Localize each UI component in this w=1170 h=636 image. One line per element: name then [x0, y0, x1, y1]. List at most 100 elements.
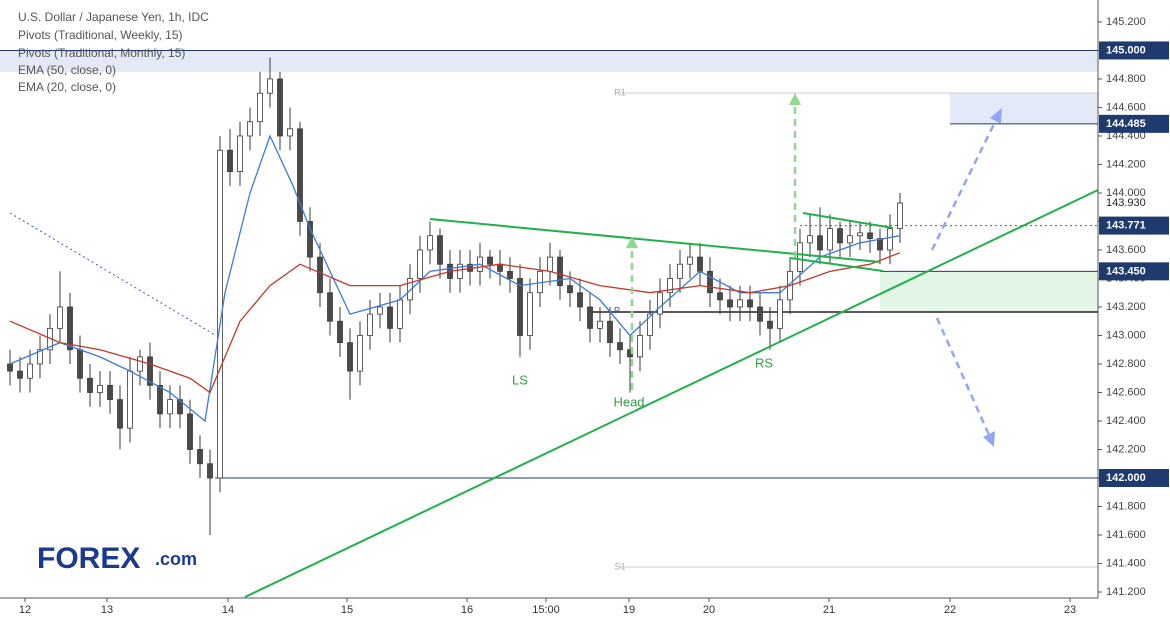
candle-body — [717, 292, 723, 301]
candle-body — [827, 228, 833, 251]
candle-body — [807, 235, 813, 244]
candle-body — [727, 299, 733, 308]
candle-body — [437, 235, 443, 265]
candle-body — [567, 285, 573, 294]
legend-item: EMA (50, close, 0) — [18, 63, 116, 77]
x-tick-label: 14 — [222, 604, 234, 616]
x-tick-label: 22 — [944, 604, 956, 616]
candle-body — [527, 292, 533, 336]
candle-body — [497, 263, 503, 272]
trendline — [244, 189, 1099, 598]
candle-body — [747, 299, 753, 308]
x-tick-label: 13 — [101, 604, 113, 616]
candle-body — [277, 78, 283, 137]
label-rs: RS — [755, 355, 773, 370]
level-box — [1099, 469, 1169, 488]
candle-body — [157, 384, 163, 415]
candle-body — [557, 256, 563, 287]
candle-body — [607, 320, 613, 344]
candle-body — [227, 149, 233, 172]
candle-body — [417, 249, 423, 279]
y-tick-label: 142.400 — [1106, 415, 1146, 427]
candle-body — [877, 238, 883, 251]
candle-body — [837, 228, 843, 244]
levels — [0, 49, 1098, 479]
candle-body — [767, 320, 773, 329]
candle-body — [887, 228, 893, 251]
level-label: 144.485 — [1106, 118, 1146, 130]
candle-body — [777, 299, 783, 329]
neckline — [429, 218, 881, 263]
candle-body — [257, 92, 263, 123]
emas — [9, 134, 901, 423]
legend-item: U.S. Dollar / Japanese Yen, 1h, IDC — [18, 10, 209, 24]
legend-item: Pivots (Traditional, Weekly, 15) — [18, 28, 183, 42]
y-tick-label: 144.800 — [1106, 73, 1146, 85]
measure-arrows — [626, 93, 801, 390]
candle-body — [817, 235, 823, 251]
x-tick-label: 23 — [1064, 604, 1076, 616]
y-tick-label: 141.800 — [1106, 500, 1146, 512]
candle-body — [117, 399, 123, 429]
candle-body — [287, 128, 293, 137]
candle-body — [587, 306, 593, 329]
x-tick-label: 20 — [703, 604, 715, 616]
candle-body — [407, 278, 413, 301]
candle-body — [647, 313, 653, 336]
x-tick-label: 16 — [461, 604, 473, 616]
y-tick-label: 144.400 — [1106, 130, 1146, 142]
candle-body — [657, 292, 663, 315]
y-tick-label: 145.200 — [1106, 16, 1146, 28]
arrow-head — [990, 108, 1002, 124]
candle-body — [687, 256, 693, 265]
y-tick-label: 144.200 — [1106, 158, 1146, 170]
candle-body — [697, 256, 703, 272]
level-label: 143.930 — [1106, 197, 1146, 209]
legend-item: Pivots (Traditional, Monthly, 15) — [18, 46, 185, 60]
y-tick-label: 144.600 — [1106, 101, 1146, 113]
y-tick-label: 143.600 — [1106, 244, 1146, 256]
candle-body — [637, 335, 643, 358]
candles — [7, 57, 903, 536]
y-tick-label: 142.200 — [1106, 443, 1146, 455]
candle-body — [127, 370, 133, 429]
candle-body — [87, 377, 93, 393]
logo-brand: FOREX — [37, 542, 140, 575]
flag-upper — [802, 212, 894, 229]
x-tick-label: 15:00 — [532, 604, 560, 616]
y-tick-label: 143.200 — [1106, 301, 1146, 313]
y-tick-label: 143.000 — [1106, 329, 1146, 341]
ema-line — [9, 134, 901, 423]
arrow-head — [626, 236, 638, 248]
level-label: 143.450 — [1106, 265, 1146, 277]
pattern-lines — [244, 189, 1099, 598]
x-tick-label: 19 — [623, 604, 635, 616]
candle-body — [137, 356, 143, 372]
price-axis-bg — [1098, 0, 1170, 631]
candle-body — [67, 306, 73, 351]
candle-body — [377, 306, 383, 315]
scenario-arrows — [930, 108, 1002, 447]
label-r1: R1 — [614, 87, 626, 97]
candle-body — [147, 356, 153, 386]
label-ls: LS — [512, 372, 528, 387]
candle-body — [107, 384, 113, 401]
arrow — [935, 317, 991, 436]
level-label: 143.771 — [1106, 220, 1146, 232]
candle-body — [547, 256, 553, 272]
flag-lower — [789, 257, 884, 272]
candle-body — [317, 256, 323, 294]
resistance-zone — [0, 50, 1098, 72]
candle-body — [487, 256, 493, 265]
candle-body — [307, 221, 313, 258]
level-box — [1099, 216, 1169, 235]
x-tick-label: 21 — [823, 604, 835, 616]
candle-body — [507, 270, 513, 279]
candle-body — [97, 384, 103, 393]
candle-body — [617, 342, 623, 351]
candle-body — [37, 349, 43, 365]
arrow-head — [983, 431, 995, 447]
y-tick-label: 141.200 — [1106, 586, 1146, 598]
